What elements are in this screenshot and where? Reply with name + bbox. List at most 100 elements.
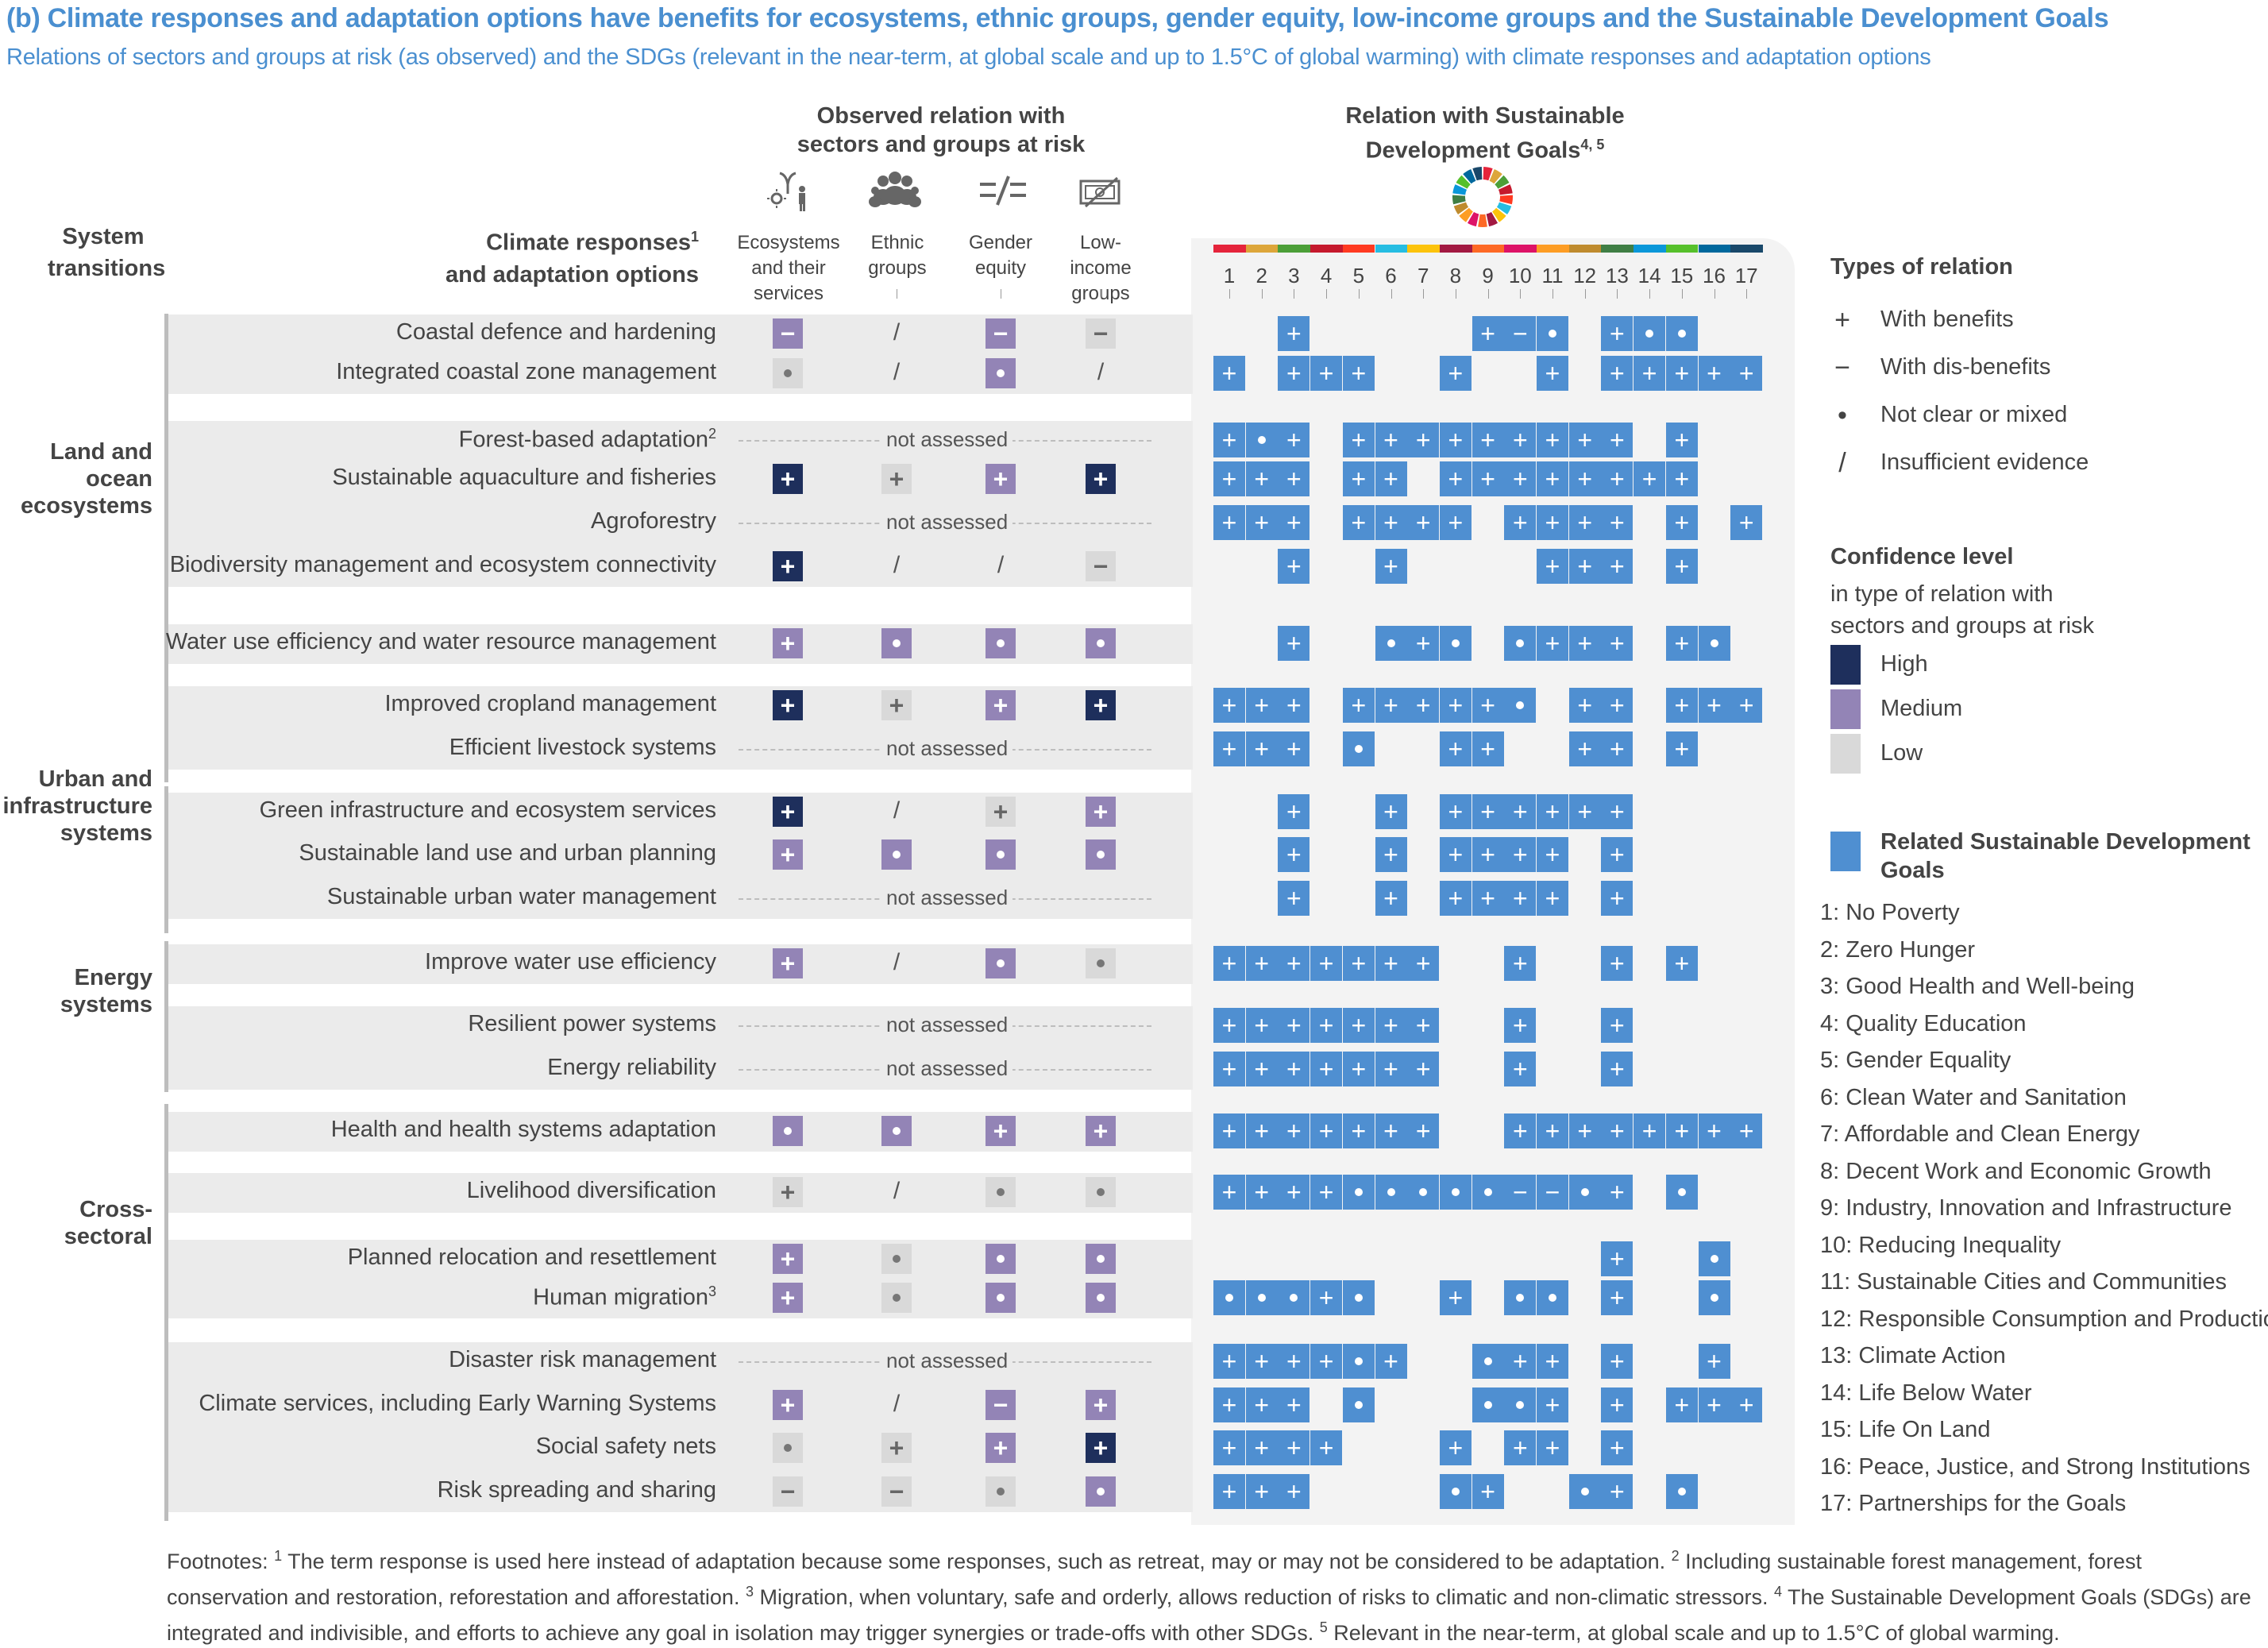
legend-type-label: Insufficient evidence — [1880, 450, 2089, 475]
sdg-relation-cell: + — [1278, 549, 1310, 584]
sdg-wheel-segment — [1489, 168, 1502, 184]
sdg-wheel-segment — [1467, 212, 1479, 227]
confidence-swatch — [1830, 734, 1861, 774]
option-label-text: Improve water use efficiency — [425, 949, 716, 975]
option-group-bg — [168, 315, 1193, 394]
option-label: Coastal defence and hardening — [396, 319, 716, 345]
group-relation-cell: + — [773, 948, 803, 978]
sdg-relation-cell: + — [1698, 1113, 1730, 1148]
sdg-relation-cell: + — [1439, 423, 1472, 457]
sdg-relation-cell: + — [1439, 688, 1472, 723]
group-relation-cell: + — [1086, 464, 1116, 494]
sdg-relation-cell: + — [1342, 461, 1375, 496]
sdg-tick — [1487, 289, 1489, 299]
sdg-wheel-icon — [1452, 167, 1513, 227]
group-relation-cell: + — [773, 628, 803, 658]
goal-item: 5: Gender Equality — [1820, 1048, 2011, 1073]
sdg-relation-cell: + — [1504, 794, 1537, 829]
sdg-relation-cell: + — [1439, 356, 1472, 391]
sdg-relation-cell: + — [1375, 881, 1407, 916]
option-label: Efficient livestock systems — [449, 735, 716, 761]
option-group-bg — [168, 624, 1193, 664]
sdg-relation-cell: + — [1342, 1113, 1375, 1148]
sdg-color-segment — [1245, 245, 1279, 253]
sdg-relation-cell: + — [1407, 1113, 1440, 1148]
sdg-relation-cell: + — [1278, 1430, 1310, 1465]
sdg-wheel-segment — [1498, 184, 1513, 195]
sdg-relation-cell: + — [1375, 1052, 1407, 1086]
sdg-relation-cell: − — [1504, 1175, 1537, 1210]
sdg-relation-cell: + — [1601, 881, 1634, 916]
sdg-relation-cell: + — [1310, 946, 1343, 981]
sdg-relation-cell: + — [1601, 1430, 1634, 1465]
option-label: Sustainable land use and urban planning — [299, 840, 716, 866]
sdg-relation-cell: + — [1537, 1430, 1568, 1465]
sdg-wheel-segment — [1456, 175, 1471, 189]
sdg-relation-cell: + — [1601, 731, 1634, 766]
sdg-relation-cell: + — [1537, 549, 1568, 584]
sdg-relation-cell — [1245, 1280, 1278, 1315]
sdg-number: 17 — [1734, 264, 1758, 288]
sdg-relation-cell — [1213, 1280, 1245, 1315]
option-label-text: Health and health systems adaptation — [330, 1117, 716, 1142]
sdg-relation-cell — [1472, 1387, 1504, 1422]
sdg-relation-cell: + — [1439, 881, 1472, 916]
sdg-relation-cell: + — [1601, 1113, 1634, 1148]
option-group-bg — [168, 1112, 1193, 1152]
sdg-relation-cell — [1568, 1175, 1601, 1210]
system-label: Urban and infrastructure systems — [2, 766, 152, 846]
sdg-relation-cell: + — [1342, 423, 1375, 457]
option-group-bg — [168, 793, 1193, 919]
group-relation-cell: + — [773, 797, 803, 827]
sdg-relation-cell: + — [1504, 881, 1537, 916]
sdg-relation-cell: + — [1213, 1175, 1245, 1210]
option-group-bg — [168, 1006, 1193, 1090]
legend-symbol: • — [1838, 400, 1847, 430]
group-relation-cell — [986, 1476, 1016, 1507]
group-relation-cell — [881, 1244, 912, 1274]
sdg-relation-cell — [1375, 1175, 1407, 1210]
option-group-bg — [168, 686, 1193, 770]
sdg-relation-cell: + — [1407, 1008, 1440, 1043]
sdg-color-segment — [1439, 245, 1472, 253]
sdg-relation-cell: + — [1278, 356, 1310, 391]
option-label-text: Planned relocation and resettlement — [347, 1245, 716, 1270]
sdg-relation-cell — [1504, 688, 1537, 723]
legend-confidence-sub: in type of relation with sectors and gro… — [1830, 581, 2095, 639]
legend-symbol: + — [1834, 305, 1850, 335]
sdg-relation-cell: + — [1375, 1344, 1407, 1379]
sdg-relation-cell: + — [1537, 881, 1568, 916]
sdg-relation-cell: + — [1278, 626, 1310, 661]
sdg-relation-cell — [1472, 1175, 1504, 1210]
group-relation-cell — [1086, 1244, 1116, 1274]
group-relation-cell: − — [1086, 318, 1116, 349]
sdg-tick — [1326, 289, 1328, 299]
group-relation-cell — [986, 839, 1016, 870]
sdg-relation-cell: + — [1504, 1008, 1537, 1043]
group-relation-cell — [986, 948, 1016, 978]
option-label-text: Sustainable land use and urban planning — [299, 840, 716, 866]
sdg-relation-cell: + — [1601, 688, 1634, 723]
insufficient-evidence-mark: / — [893, 1391, 901, 1417]
sdg-relation-cell: + — [1213, 1344, 1245, 1379]
sdg-relation-cell: + — [1665, 1387, 1698, 1422]
option-label: Improved cropland management — [384, 691, 716, 717]
sdg-relation-cell: + — [1245, 1344, 1278, 1379]
sdg-wheel-segment — [1478, 214, 1487, 227]
sdg-relation-cell: + — [1310, 1113, 1343, 1148]
sdg-number: 4 — [1320, 264, 1333, 288]
sdg-relation-cell: + — [1213, 731, 1245, 766]
sdg-relation-cell: + — [1601, 626, 1634, 661]
sdg-relation-cell — [1698, 1280, 1730, 1315]
sdg-relation-cell: + — [1213, 688, 1245, 723]
legend-symbol: − — [1834, 353, 1850, 383]
sdg-relation-cell: + — [1665, 461, 1698, 496]
sdg-relation-cell: + — [1665, 1113, 1698, 1148]
option-label-text: Biodiversity management and ecosystem co… — [169, 552, 716, 577]
sdg-tick — [1552, 289, 1553, 299]
goal-item: 13: Climate Action — [1820, 1343, 2006, 1368]
system-label: Cross-sectoral — [64, 1197, 152, 1249]
sdg-relation-cell — [1665, 316, 1698, 351]
sdg-relation-cell: + — [1407, 1052, 1440, 1086]
sdg-relation-cell: + — [1213, 1430, 1245, 1465]
